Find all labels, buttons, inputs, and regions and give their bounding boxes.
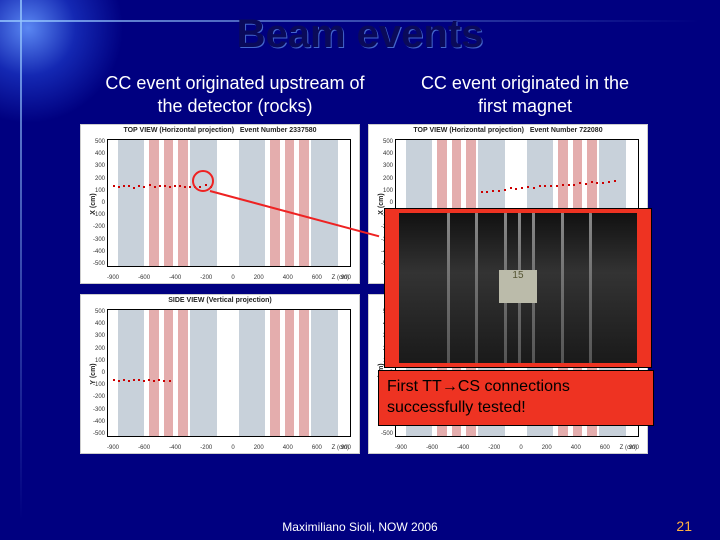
plot-tr-view: TOP VIEW (Horizontal projection) [413,127,524,134]
caption-left: CC event originated upstream of the dete… [100,72,370,117]
plot-top-left: TOP VIEW (Horizontal projection) Event N… [80,124,360,284]
inset-caption-text: First TT→CS connections successfully tes… [387,378,570,416]
plot-tl-yticks: 5004003002001000-100-200-300-400-500 [87,139,105,267]
inset-photo-box: 15 [384,208,652,368]
inset-photo: 15 [399,213,637,363]
plot-tl-canvas [107,139,351,267]
plot-tl-view: TOP VIEW (Horizontal projection) [123,127,234,134]
inset-caption-box: First TT→CS connections successfully tes… [378,370,654,426]
plot-tr-event: Event Number 722080 [530,127,603,134]
plot-bl-title: SIDE VIEW (Vertical projection) [81,297,359,304]
slide-title: Beam events [0,12,720,57]
plot-tl-event: Event Number 2337580 [240,127,317,134]
plot-bl-xticks: -900-600-400-2000200400600900 [107,445,351,451]
inset-caption-part1: First TT [387,378,442,395]
plot-br-xticks: -900-600-400-2000200400600900 [395,445,639,451]
plot-tr-title: TOP VIEW (Horizontal projection) Event N… [369,127,647,134]
page-number: 21 [676,518,692,534]
footer-author: Maximiliano Sioli, NOW 2006 [282,520,437,534]
plot-bl-canvas [107,309,351,437]
highlight-circle [192,170,214,192]
caption-right: CC event originated in the first magnet [420,72,630,117]
plot-bl-yticks: 5004003002001000-100-200-300-400-500 [87,309,105,437]
plot-tl-xticks: -900-600-400-2000200400600900 [107,275,351,281]
arrow-icon: → [442,378,458,395]
plot-tl-title: TOP VIEW (Horizontal projection) Event N… [81,127,359,134]
plot-bottom-left: SIDE VIEW (Vertical projection) Y (cm) Z… [80,294,360,454]
